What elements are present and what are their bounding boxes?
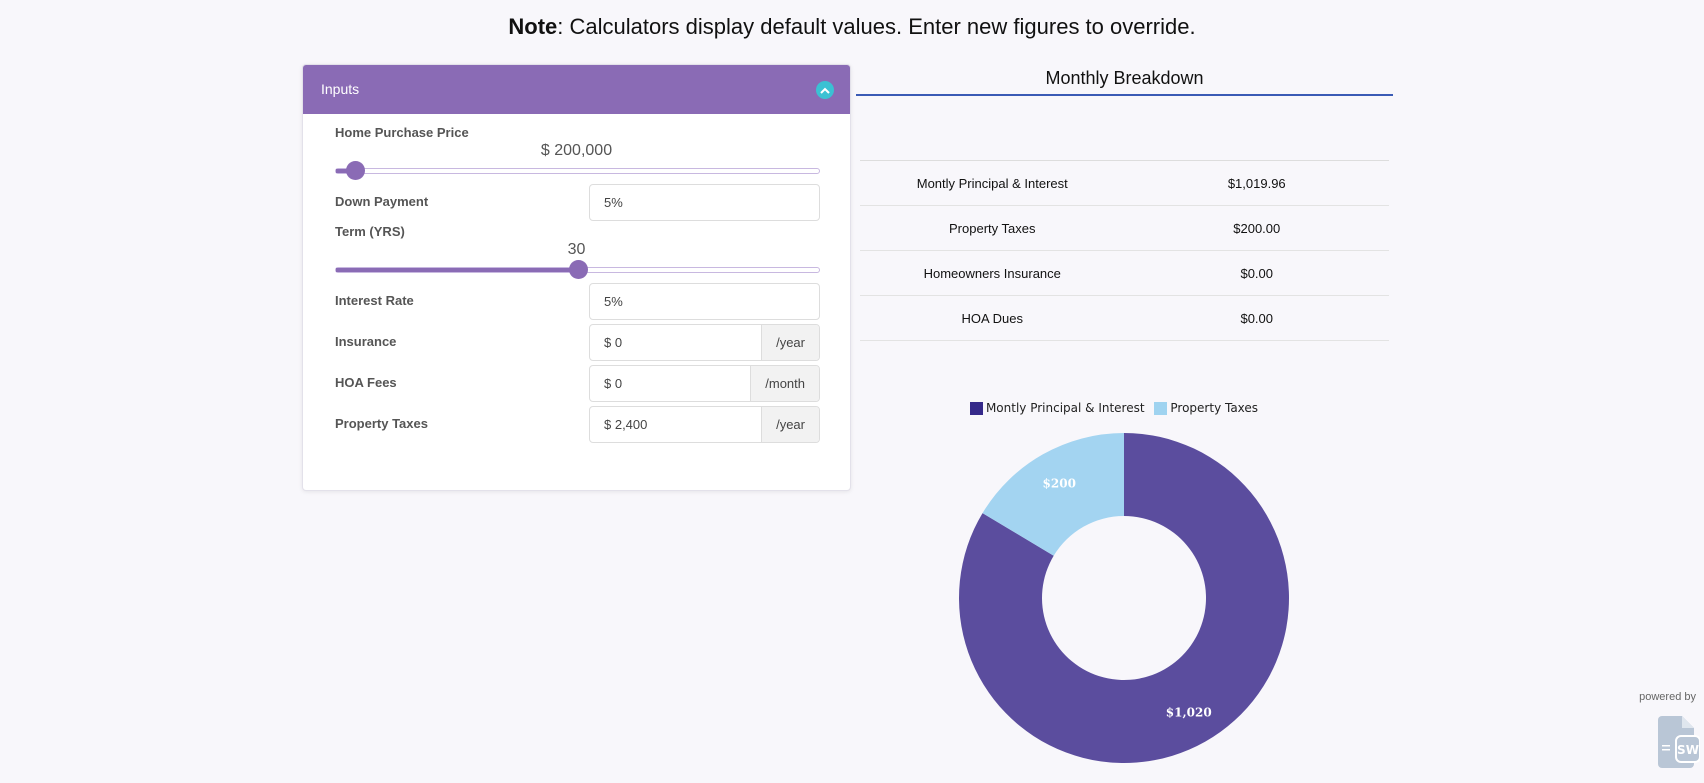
property-taxes-unit: /year	[761, 407, 819, 442]
svg-text:SW: SW	[1677, 743, 1699, 757]
table-row: Property Taxes $200.00	[860, 206, 1389, 251]
interest-rate-label: Interest Rate	[335, 293, 414, 308]
donut-slice[interactable]	[982, 433, 1124, 556]
hoa-label: HOA Fees	[335, 375, 397, 390]
legend-label: Montly Principal & Interest	[985, 401, 1145, 415]
chart-legend: Montly Principal & Interest Property Tax…	[0, 401, 1704, 418]
slider-fill	[336, 268, 578, 272]
row-value: $1,019.96	[1227, 175, 1286, 191]
legend-swatch	[1154, 401, 1168, 415]
donut-chart: $1,020 $200	[959, 433, 1289, 763]
down-payment-label: Down Payment	[335, 194, 429, 209]
property-taxes-input[interactable]	[590, 407, 762, 442]
breakdown-table: Montly Principal & Interest $1,019.96 Pro…	[860, 160, 1389, 341]
note-text: : Calculators display default values. En…	[557, 14, 1196, 39]
hoa-unit: /month	[750, 366, 819, 401]
chevron-up-icon[interactable]	[816, 81, 834, 99]
interest-rate-input[interactable]	[590, 284, 819, 319]
home-price-value: $ 200,000	[540, 142, 613, 159]
inputs-panel: Inputs Home Purchase Price $ 200,000 Dow…	[302, 64, 851, 491]
row-value: $0.00	[1240, 310, 1274, 326]
down-payment-field	[589, 184, 820, 221]
term-value: 30	[567, 241, 586, 258]
slider-thumb[interactable]	[346, 161, 366, 180]
row-label: HOA Dues	[961, 310, 1023, 326]
property-taxes-field: /year	[589, 406, 820, 443]
sw-logo-icon[interactable]: SW	[1658, 716, 1700, 768]
insurance-input[interactable]	[590, 325, 762, 360]
breakdown-title: Monthly Breakdown	[1045, 68, 1204, 88]
breakdown-title-divider	[856, 94, 1393, 96]
insurance-label: Insurance	[335, 334, 397, 349]
table-row: Homeowners Insurance $0.00	[860, 251, 1389, 296]
row-value: $200.00	[1233, 220, 1281, 236]
insurance-field: /year	[589, 324, 820, 361]
down-payment-input[interactable]	[590, 185, 819, 220]
term-label: Term (YRS)	[335, 224, 405, 239]
slider-thumb[interactable]	[568, 260, 588, 279]
table-row: Montly Principal & Interest $1,019.96	[860, 161, 1389, 206]
row-label: Property Taxes	[949, 220, 1036, 236]
legend-swatch	[969, 401, 983, 415]
insurance-unit: /year	[761, 325, 819, 360]
property-taxes-label: Property Taxes	[335, 416, 428, 431]
row-value: $0.00	[1240, 265, 1274, 281]
slice-label: $1,020	[1166, 705, 1212, 719]
row-label: Homeowners Insurance	[923, 265, 1061, 281]
home-price-label: Home Purchase Price	[335, 125, 469, 140]
slider-fill	[336, 169, 356, 173]
inputs-panel-header[interactable]: Inputs	[303, 65, 850, 114]
hoa-input[interactable]	[590, 366, 751, 401]
donut-slice[interactable]	[959, 433, 1289, 763]
home-price-slider[interactable]	[335, 161, 820, 180]
slice-label: $200	[1043, 477, 1076, 491]
legend-item[interactable]: Property Taxes	[1154, 401, 1258, 415]
term-slider[interactable]	[335, 260, 820, 279]
row-label: Montly Principal & Interest	[916, 175, 1068, 191]
inputs-panel-title: Inputs	[321, 81, 360, 97]
note-label: Note	[508, 14, 558, 39]
hoa-field: /month	[589, 365, 820, 402]
note-banner: Note: Calculators display default values…	[0, 14, 1704, 40]
table-row: HOA Dues $0.00	[860, 296, 1389, 341]
legend-label: Property Taxes	[1170, 401, 1259, 415]
legend-item[interactable]: Montly Principal & Interest	[969, 401, 1145, 415]
powered-by-text: powered by	[1639, 691, 1696, 703]
interest-rate-field	[589, 283, 820, 320]
